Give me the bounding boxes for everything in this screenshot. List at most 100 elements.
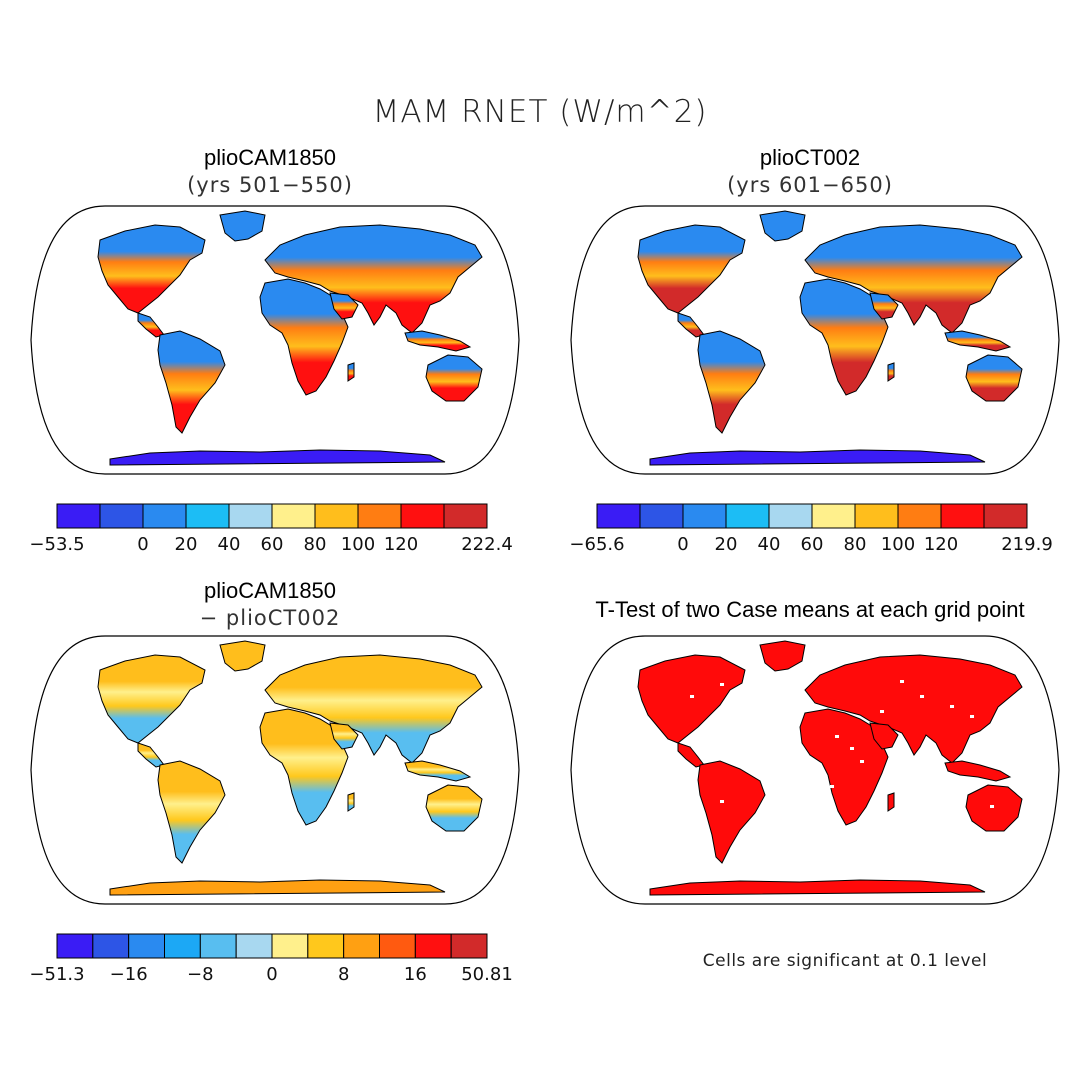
insignificant-cell xyxy=(860,760,864,763)
colorbar-tick-label: 100 xyxy=(341,534,375,555)
colorbar-swatch xyxy=(768,503,813,529)
landmass-seAsia xyxy=(944,760,1012,782)
colorbar-tick-label: −16 xyxy=(110,964,148,985)
landmass-antarctica xyxy=(109,449,446,466)
landmass-eurasia xyxy=(804,654,1023,764)
colorbar-tick-label: 8 xyxy=(338,964,349,985)
colorbar-swatch xyxy=(343,933,380,959)
colorbar-swatch xyxy=(443,503,488,529)
significance-note: Cells are significant at 0.1 level xyxy=(702,951,988,971)
colorbar-swatch xyxy=(725,503,770,529)
colorbar-swatch xyxy=(199,933,237,959)
panel-title-cam1850: plioCAM1850 xyxy=(203,145,337,170)
panel-title-ttest: T-Test of two Case means at each grid po… xyxy=(595,597,1025,622)
map-border xyxy=(30,635,520,905)
colorbar-tick-label: 120 xyxy=(924,534,958,555)
colorbar-diff: −51.3 −16 −8 0 8 16 50.81 xyxy=(29,933,513,985)
landmass-greenland xyxy=(219,210,266,242)
colorbar-tick-label: −65.6 xyxy=(569,534,624,555)
map-content xyxy=(31,636,519,904)
insignificant-cell xyxy=(900,680,904,683)
colorbar-tick-label: 40 xyxy=(758,534,781,555)
colorbar-swatch xyxy=(940,503,985,529)
landmass-africa xyxy=(799,278,889,396)
colorbar-tick-label: 0 xyxy=(137,534,148,555)
landmass-greenland xyxy=(219,640,266,672)
map-ct002 xyxy=(570,205,1060,475)
landmass-africa xyxy=(799,708,889,826)
colorbar-swatch xyxy=(92,933,130,959)
colorbar-swatch xyxy=(164,933,201,959)
landmass-australia xyxy=(425,354,483,402)
landmass-eurasia xyxy=(264,654,483,764)
insignificant-cell xyxy=(830,785,834,788)
colorbar-swatch xyxy=(307,933,345,959)
colorbar-tick-label: 222.4 xyxy=(461,534,513,555)
colorbar-tick-label: 0 xyxy=(677,534,688,555)
panel-title-diff: plioCAM1850 xyxy=(203,578,337,603)
colorbar-tick-label: 100 xyxy=(881,534,915,555)
landmass-madagascar xyxy=(347,792,355,812)
map-diff xyxy=(30,635,520,905)
colorbar-cam1850: −53.5 0 20 40 60 80 100 120 222.4 xyxy=(29,503,513,555)
colorbar-tick-label: 219.9 xyxy=(1001,534,1053,555)
colorbar-tick-label: 80 xyxy=(844,534,867,555)
landmass-africa xyxy=(259,708,349,826)
panel-subtitle-cam1850: (yrs 501−550) xyxy=(187,173,353,197)
colorbar-tick-label: 60 xyxy=(261,534,284,555)
landmass-seAsia xyxy=(404,760,472,782)
colorbar-tick-label: 16 xyxy=(404,964,427,985)
landmass-australia xyxy=(425,784,483,832)
insignificant-cell xyxy=(720,683,724,686)
colorbar-tick-label: 80 xyxy=(304,534,327,555)
colorbar-swatch xyxy=(99,503,144,529)
colorbar-swatch xyxy=(983,503,1028,529)
map-cam1850 xyxy=(30,205,520,475)
landmass-australia xyxy=(965,354,1023,402)
landmass-arabia xyxy=(329,292,359,320)
colorbar-swatch xyxy=(56,503,101,529)
insignificant-cell xyxy=(880,710,884,713)
landmass-madagascar xyxy=(887,362,895,382)
landmass-northAmerica xyxy=(637,654,746,744)
colorbar-swatch xyxy=(450,933,488,959)
landmass-eurasia xyxy=(264,224,483,334)
panel-subtitle-ct002: (yrs 601−650) xyxy=(727,173,893,197)
landmass-seAsia xyxy=(944,330,1012,352)
insignificant-cell xyxy=(990,805,994,808)
colorbar-swatch xyxy=(56,933,94,959)
landmass-antarctica xyxy=(649,879,986,896)
colorbar-tick-label: 20 xyxy=(715,534,738,555)
colorbar-swatch xyxy=(379,933,416,959)
colorbar-swatch xyxy=(314,503,359,529)
landmass-arabia xyxy=(329,722,359,750)
colorbar-swatch xyxy=(228,503,273,529)
colorbar-swatch xyxy=(897,503,942,529)
panel-title-ct002: plioCT002 xyxy=(759,145,861,170)
colorbar-swatch xyxy=(400,503,445,529)
insignificant-cell xyxy=(720,800,724,803)
colorbar-ct002: −65.6 0 20 40 60 80 100 120 219.9 xyxy=(569,503,1053,555)
landmass-arabia xyxy=(869,292,899,320)
map-content xyxy=(31,206,519,474)
colorbar-swatch xyxy=(142,503,187,529)
map-border xyxy=(570,205,1060,475)
colorbar-swatch xyxy=(854,503,899,529)
landmass-southAmerica xyxy=(157,330,226,434)
landmass-eurasia xyxy=(804,224,1023,334)
landmass-northAmerica xyxy=(637,224,746,314)
colorbar-tick-label: −51.3 xyxy=(29,964,84,985)
panel-subtitle-diff: − plioCT002 xyxy=(199,606,341,630)
colorbar-tick-label: 60 xyxy=(801,534,824,555)
landmass-arabia xyxy=(869,722,899,750)
colorbar-tick-label: 50.81 xyxy=(461,964,513,985)
insignificant-cell xyxy=(835,735,839,738)
landmass-southAmerica xyxy=(157,760,226,864)
colorbar-swatch xyxy=(639,503,684,529)
colorbar-swatch xyxy=(271,503,316,529)
insignificant-cell xyxy=(850,747,854,750)
insignificant-cell xyxy=(920,695,924,698)
colorbar-tick-label: −8 xyxy=(187,964,214,985)
colorbar-tick-label: −53.5 xyxy=(29,534,84,555)
map-border xyxy=(570,635,1060,905)
